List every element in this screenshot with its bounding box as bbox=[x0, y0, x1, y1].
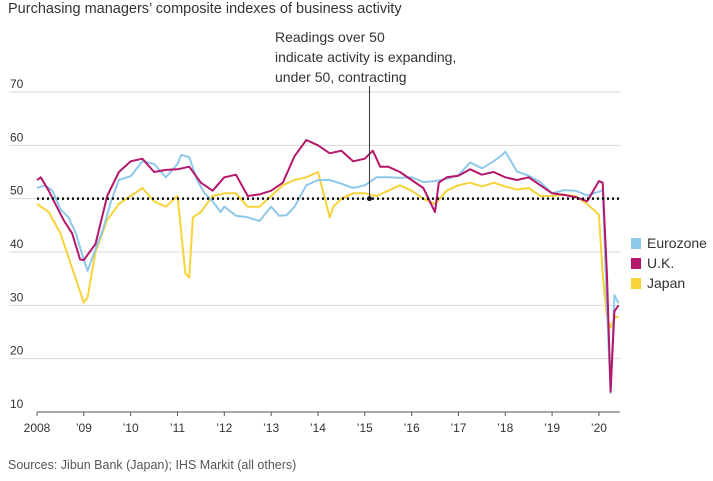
x-tick-label: ’17 bbox=[450, 421, 466, 435]
legend-label-eurozone: Eurozone bbox=[647, 235, 707, 251]
annotation-text-line: indicate activity is expanding, bbox=[275, 49, 456, 65]
legend-label-japan: Japan bbox=[647, 275, 685, 291]
y-tick-label: 30 bbox=[10, 290, 24, 304]
series-line-eurozone bbox=[36, 150, 620, 394]
y-tick-label: 70 bbox=[10, 77, 24, 91]
legend-swatch-japan bbox=[631, 278, 641, 289]
x-tick-label: ’09 bbox=[76, 421, 92, 435]
y-tick-label: 40 bbox=[10, 237, 24, 251]
y-tick-label: 60 bbox=[10, 130, 24, 144]
x-tick-label: ’16 bbox=[404, 421, 420, 435]
x-tick-label: 2008 bbox=[24, 421, 51, 435]
source-note: Sources: Jibun Bank (Japan); IHS Markit … bbox=[8, 458, 297, 472]
chart-title: Purchasing managers’ composite indexes o… bbox=[8, 1, 402, 17]
annotation-text-line: Readings over 50 bbox=[275, 29, 385, 45]
x-tick-label: ’11 bbox=[170, 421, 185, 435]
y-tick-label: 10 bbox=[10, 397, 24, 411]
legend-swatch-uk bbox=[631, 258, 641, 269]
annotation-text-line: under 50, contracting bbox=[275, 69, 407, 85]
x-tick-label: ’20 bbox=[591, 421, 607, 435]
x-tick-label: ’12 bbox=[216, 421, 232, 435]
x-tick-label: ’13 bbox=[263, 421, 279, 435]
x-tick-label: ’14 bbox=[310, 421, 326, 435]
annotation-marker bbox=[366, 196, 372, 202]
y-tick-label: 20 bbox=[10, 344, 24, 358]
x-tick-label: ’15 bbox=[357, 421, 373, 435]
series-line-japan bbox=[36, 171, 619, 329]
y-tick-label: 50 bbox=[10, 184, 24, 198]
x-tick-label: ’10 bbox=[123, 421, 139, 435]
x-tick-label: ’18 bbox=[497, 421, 513, 435]
legend-label-uk: U.K. bbox=[647, 255, 674, 271]
legend-swatch-eurozone bbox=[631, 238, 641, 249]
x-tick-label: ’19 bbox=[544, 421, 560, 435]
series-line-uk bbox=[36, 139, 620, 393]
